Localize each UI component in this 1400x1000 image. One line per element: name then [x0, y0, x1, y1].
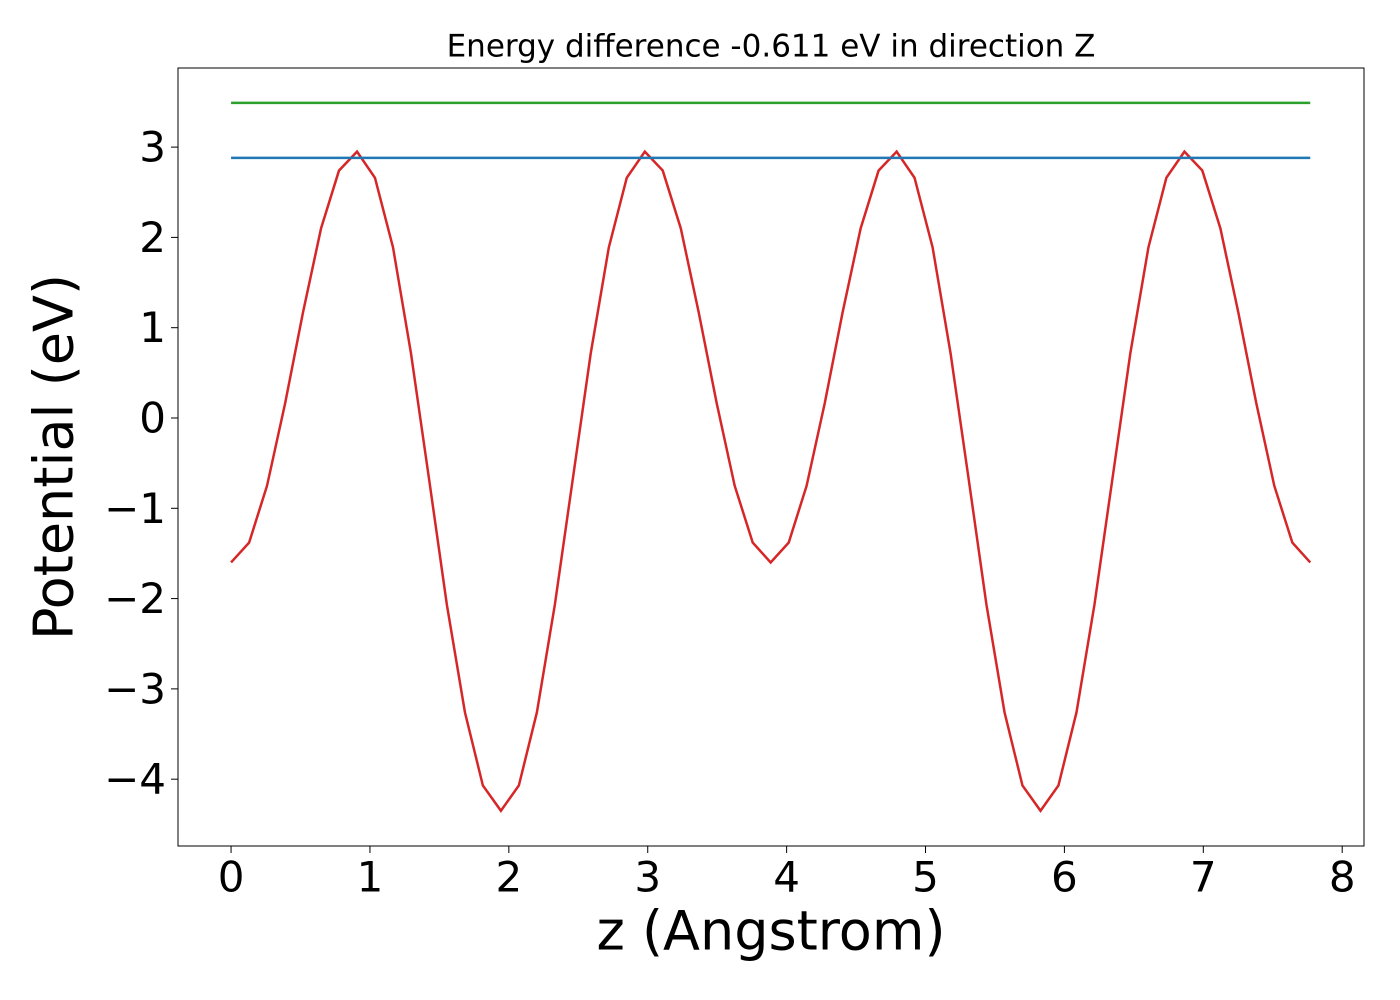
- x-tick-label: 4: [773, 853, 800, 902]
- x-tick-label: 3: [634, 853, 661, 902]
- plot-frame: [177, 67, 1365, 847]
- y-tick-label: −4: [104, 755, 166, 804]
- y-tick-label: 3: [139, 123, 166, 172]
- x-tick-label: 1: [357, 853, 384, 902]
- x-tick-label: 0: [218, 853, 245, 902]
- y-tick-label: 1: [139, 303, 166, 352]
- x-tick-label: 5: [912, 853, 939, 902]
- x-axis-label: z (Angstrom): [596, 900, 945, 963]
- y-tick-label: −1: [104, 484, 166, 533]
- chart-title: Energy difference -0.611 eV in direction…: [447, 29, 1096, 65]
- x-tick-label: 7: [1190, 853, 1217, 902]
- y-tick-label: −2: [104, 574, 166, 623]
- x-tick-label: 2: [495, 853, 522, 902]
- y-axis-label: Potential (eV): [23, 274, 86, 640]
- x-tick-label: 8: [1329, 853, 1356, 902]
- y-tick-label: 0: [139, 393, 166, 442]
- series-line: [230, 149, 1312, 813]
- x-tick-label: 6: [1051, 853, 1078, 902]
- y-tick-label: −3: [104, 664, 166, 713]
- y-tick-label: 2: [139, 213, 166, 262]
